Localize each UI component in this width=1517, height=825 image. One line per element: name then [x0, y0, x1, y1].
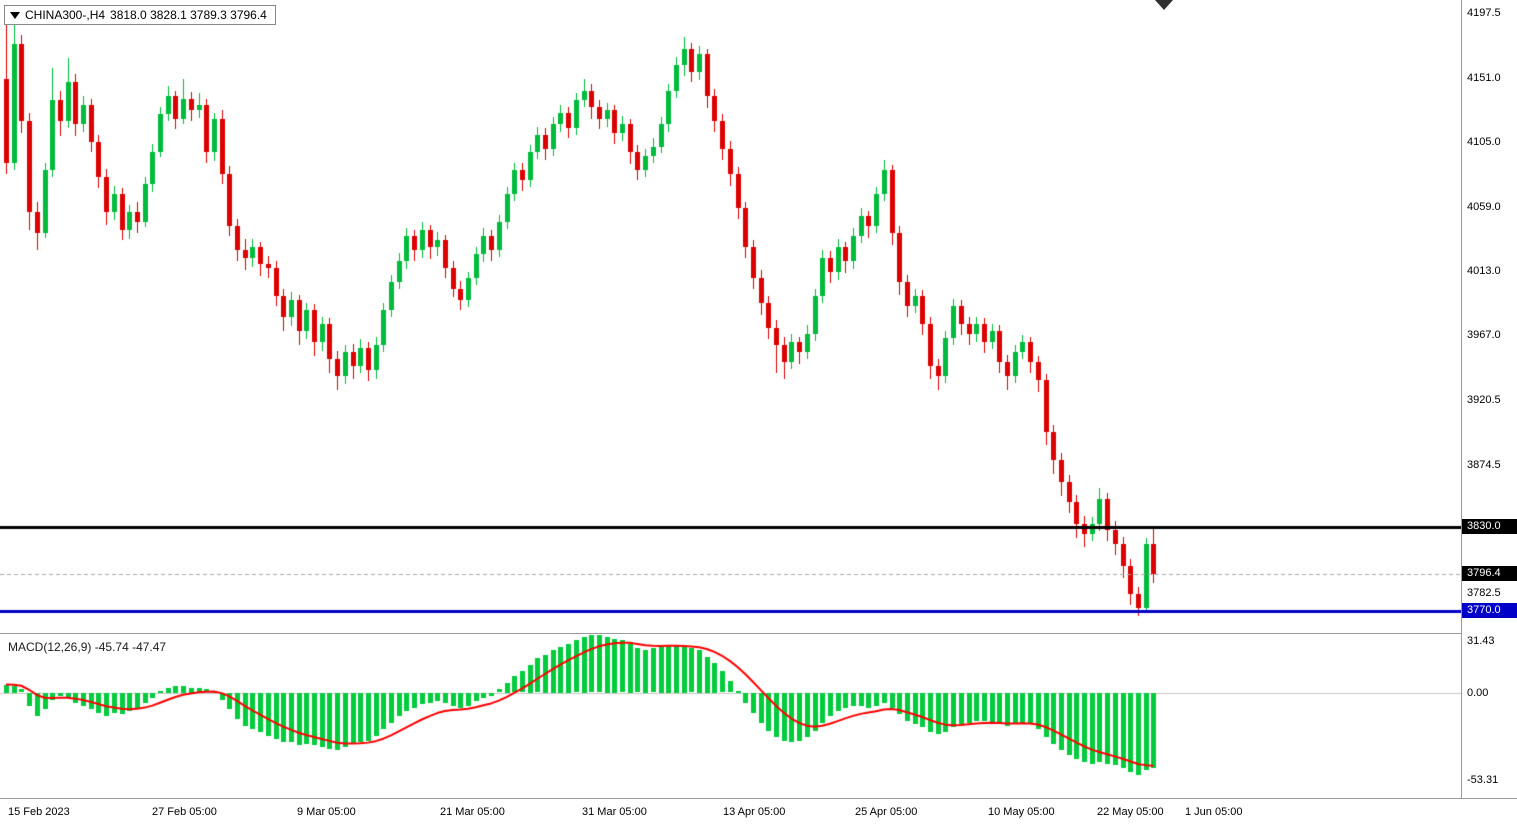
price-axis-label: 4197.5 — [1467, 7, 1501, 19]
macd-axis-label: 0.00 — [1467, 686, 1489, 699]
chart-title-box: CHINA300-,H4 3818.0 3828.1 3789.3 3796.4 — [4, 5, 276, 25]
time-axis-label: 27 Feb 05:00 — [152, 806, 217, 818]
price-axis-label: 3782.5 — [1467, 587, 1501, 600]
time-axis-label: 21 Mar 05:00 — [440, 806, 505, 818]
time-axis-label: 22 May 05:00 — [1097, 806, 1164, 818]
macd-panel — [0, 633, 1461, 798]
price-badge: 3796.4 — [1462, 565, 1517, 581]
price-axis-label: 3967.0 — [1467, 329, 1501, 342]
price-badge: 3770.0 — [1462, 602, 1517, 618]
time-axis-label: 31 Mar 05:00 — [582, 806, 647, 818]
symbol-period-label: CHINA300-,H4 — [25, 8, 106, 22]
price-axis-label: 3874.5 — [1467, 458, 1501, 471]
symbol-dropdown-icon[interactable] — [10, 11, 20, 19]
price-axis-label: 4105.0 — [1467, 136, 1501, 149]
price-axis-label: 4059.0 — [1467, 200, 1501, 213]
time-axis-label: 9 Mar 05:00 — [297, 806, 356, 818]
macd-axis-label: -53.31 — [1467, 774, 1499, 787]
macd-name: MACD(12,26,9) — [8, 640, 92, 654]
price-axis-label: 4013.0 — [1467, 264, 1501, 277]
chart-shift-marker-icon[interactable] — [1155, 0, 1173, 10]
macd-values: -45.74 -47.47 — [94, 640, 167, 654]
main-chart-panel — [0, 0, 1461, 633]
macd-canvas[interactable] — [0, 634, 1461, 798]
time-axis[interactable]: 15 Feb 2023 27 Feb 05:00 9 Mar 05:00 21 Mar… — [0, 798, 1517, 825]
price-axis[interactable]: 4197.5 4151.0 4105.0 4059.0 4013.0 3967.0 3920… — [1461, 0, 1517, 798]
time-axis-label: 25 Apr 05:00 — [855, 806, 918, 818]
candlestick-canvas[interactable] — [0, 0, 1461, 633]
time-axis-label: 13 Apr 05:00 — [723, 806, 786, 818]
price-badge: 3830.0 — [1462, 518, 1517, 534]
ohlc-values: 3818.0 3828.1 3789.3 3796.4 — [110, 8, 267, 22]
macd-axis-label: 31.43 — [1467, 635, 1495, 648]
time-axis-label: 10 May 05:00 — [988, 806, 1055, 818]
macd-indicator-label: MACD(12,26,9) -45.74 -47.47 — [8, 640, 166, 654]
time-axis-label: 15 Feb 2023 — [8, 806, 70, 818]
price-axis-label: 4151.0 — [1467, 72, 1501, 84]
price-axis-label: 3920.5 — [1467, 394, 1501, 407]
time-axis-label: 1 Jun 05:00 — [1185, 806, 1243, 818]
